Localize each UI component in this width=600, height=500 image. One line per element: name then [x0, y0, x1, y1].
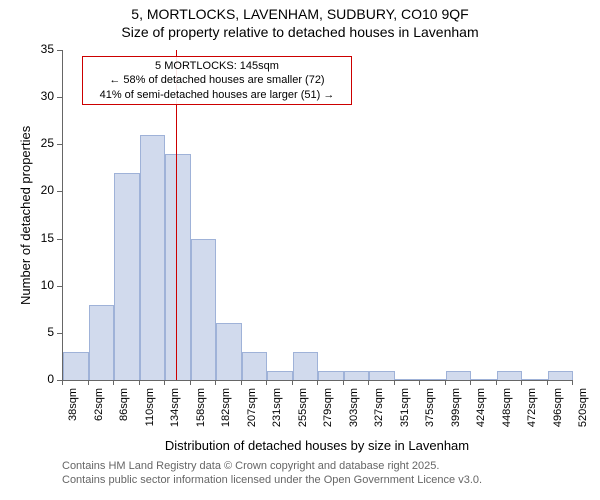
- x-tick-label: 472sqm: [526, 388, 538, 438]
- x-tick-mark: [215, 380, 216, 385]
- histogram-bar: [497, 371, 523, 380]
- title-line-2: Size of property relative to detached ho…: [0, 24, 600, 42]
- y-tick-label: 25: [32, 136, 54, 150]
- x-tick-mark: [521, 380, 522, 385]
- x-tick-mark: [419, 380, 420, 385]
- histogram-bar: [63, 352, 89, 380]
- histogram-bar: [89, 305, 115, 380]
- x-tick-label: 399sqm: [450, 388, 462, 438]
- x-tick-mark: [113, 380, 114, 385]
- y-tick-label: 20: [32, 183, 54, 197]
- y-tick-mark: [57, 97, 62, 98]
- histogram-bar: [522, 379, 548, 380]
- chart-title: 5, MORTLOCKS, LAVENHAM, SUDBURY, CO10 9Q…: [0, 0, 600, 41]
- y-tick-mark: [57, 333, 62, 334]
- x-tick-label: 375sqm: [424, 388, 436, 438]
- histogram-bar: [242, 352, 268, 380]
- x-tick-label: 255sqm: [297, 388, 309, 438]
- y-tick-mark: [57, 239, 62, 240]
- histogram-bar: [165, 154, 191, 380]
- histogram-bar: [140, 135, 166, 380]
- x-tick-mark: [317, 380, 318, 385]
- histogram-bar: [420, 379, 446, 380]
- x-tick-label: 207sqm: [246, 388, 258, 438]
- y-tick-label: 10: [32, 278, 54, 292]
- x-tick-label: 182sqm: [220, 388, 232, 438]
- x-tick-label: 86sqm: [118, 388, 130, 438]
- histogram-bar: [471, 379, 497, 380]
- x-tick-mark: [62, 380, 63, 385]
- y-tick-mark: [57, 191, 62, 192]
- histogram-bar: [191, 239, 217, 380]
- x-tick-mark: [164, 380, 165, 385]
- x-tick-mark: [547, 380, 548, 385]
- x-tick-mark: [368, 380, 369, 385]
- x-tick-label: 158sqm: [195, 388, 207, 438]
- attribution-footer: Contains HM Land Registry data © Crown c…: [62, 460, 482, 488]
- histogram-bar: [293, 352, 319, 380]
- x-tick-mark: [88, 380, 89, 385]
- x-tick-label: 38sqm: [67, 388, 79, 438]
- y-tick-mark: [57, 286, 62, 287]
- y-tick-label: 5: [32, 325, 54, 339]
- x-tick-mark: [343, 380, 344, 385]
- callout-line-3: 41% of semi-detached houses are larger (…: [87, 88, 347, 102]
- x-tick-label: 231sqm: [271, 388, 283, 438]
- y-axis-label: Number of detached properties: [18, 126, 33, 305]
- histogram-bar: [548, 371, 574, 380]
- histogram-bar: [369, 371, 395, 380]
- x-tick-mark: [241, 380, 242, 385]
- x-tick-mark: [394, 380, 395, 385]
- y-tick-mark: [57, 50, 62, 51]
- x-tick-label: 303sqm: [348, 388, 360, 438]
- footer-line-1: Contains HM Land Registry data © Crown c…: [62, 460, 482, 474]
- y-tick-label: 15: [32, 231, 54, 245]
- y-tick-mark: [57, 144, 62, 145]
- histogram-bar: [318, 371, 344, 380]
- x-tick-label: 520sqm: [577, 388, 589, 438]
- x-tick-label: 110sqm: [144, 388, 156, 438]
- x-tick-label: 496sqm: [552, 388, 564, 438]
- histogram-bar: [216, 323, 242, 380]
- footer-line-2: Contains public sector information licen…: [62, 474, 482, 488]
- y-tick-label: 35: [32, 42, 54, 56]
- x-tick-label: 448sqm: [501, 388, 513, 438]
- x-tick-mark: [292, 380, 293, 385]
- chart-container: 5, MORTLOCKS, LAVENHAM, SUDBURY, CO10 9Q…: [0, 0, 600, 500]
- callout-line-2: ← 58% of detached houses are smaller (72…: [87, 73, 347, 87]
- x-tick-mark: [572, 380, 573, 385]
- histogram-bar: [344, 371, 370, 380]
- callout-line-1: 5 MORTLOCKS: 145sqm: [87, 59, 347, 73]
- y-tick-label: 0: [32, 372, 54, 386]
- x-tick-label: 327sqm: [373, 388, 385, 438]
- histogram-bar: [114, 173, 140, 380]
- x-tick-mark: [139, 380, 140, 385]
- y-tick-label: 30: [32, 89, 54, 103]
- x-tick-label: 62sqm: [93, 388, 105, 438]
- title-line-1: 5, MORTLOCKS, LAVENHAM, SUDBURY, CO10 9Q…: [0, 6, 600, 24]
- x-tick-mark: [445, 380, 446, 385]
- x-tick-label: 134sqm: [169, 388, 181, 438]
- x-tick-mark: [266, 380, 267, 385]
- x-tick-label: 351sqm: [399, 388, 411, 438]
- x-tick-mark: [470, 380, 471, 385]
- x-tick-label: 279sqm: [322, 388, 334, 438]
- reference-callout: 5 MORTLOCKS: 145sqm← 58% of detached hou…: [82, 56, 352, 105]
- x-tick-mark: [496, 380, 497, 385]
- histogram-bar: [446, 371, 472, 380]
- histogram-bar: [395, 379, 421, 380]
- x-tick-label: 424sqm: [475, 388, 487, 438]
- x-tick-mark: [190, 380, 191, 385]
- x-axis-label: Distribution of detached houses by size …: [62, 438, 572, 453]
- histogram-bar: [267, 371, 293, 380]
